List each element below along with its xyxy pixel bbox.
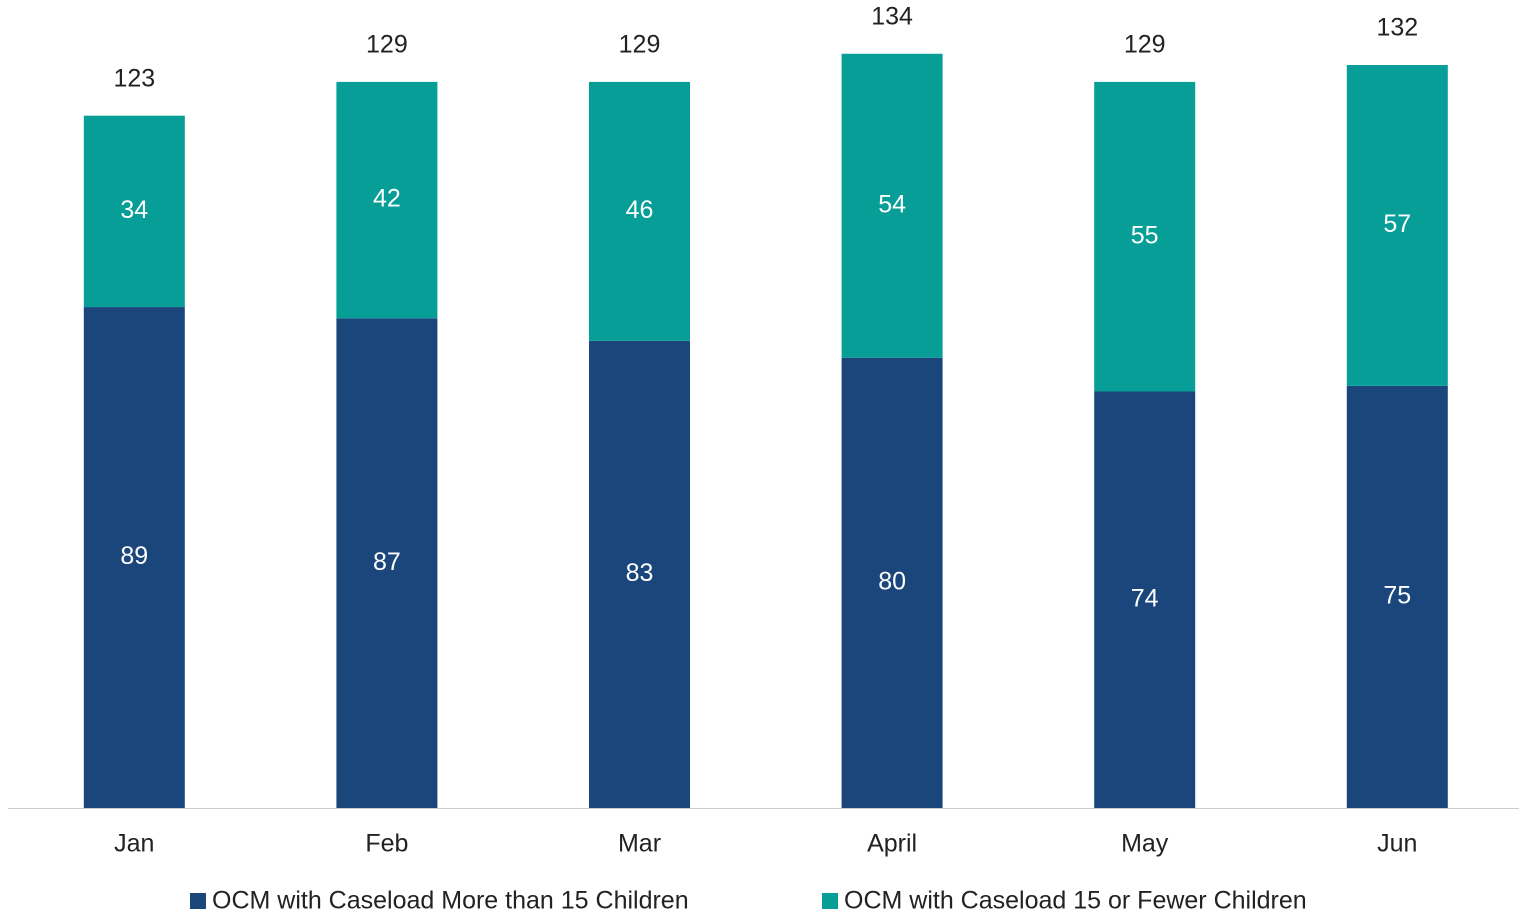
bar-segment — [1346, 385, 1448, 808]
value-label: 74 — [1131, 584, 1159, 612]
total-label: 129 — [1124, 31, 1166, 59]
total-label: 129 — [366, 31, 408, 59]
x-tick-label: Mar — [618, 830, 661, 858]
legend-swatch — [822, 893, 838, 909]
bar-segment — [841, 53, 943, 358]
x-tick-label: April — [867, 830, 917, 858]
bar-segment — [589, 340, 690, 808]
value-label: 46 — [626, 196, 654, 224]
legend-label: OCM with Caseload 15 or Fewer Children — [844, 887, 1307, 914]
value-label: 42 — [373, 185, 401, 213]
value-label: 87 — [373, 548, 401, 576]
bar-segment — [841, 357, 943, 808]
x-tick-label: Feb — [365, 830, 408, 858]
bar-segment — [589, 81, 690, 341]
value-label: 80 — [878, 567, 906, 595]
total-label: 129 — [619, 31, 661, 59]
x-tick-label: Jan — [114, 830, 154, 858]
value-label: 54 — [878, 190, 906, 218]
value-label: 89 — [120, 542, 148, 570]
bar-segment — [83, 307, 185, 808]
legend-swatch — [190, 893, 206, 909]
value-label: 57 — [1383, 210, 1411, 238]
bar-segment — [1094, 81, 1196, 392]
value-label: 34 — [120, 196, 148, 224]
total-label: 134 — [871, 2, 913, 30]
x-tick-label: Jun — [1377, 830, 1417, 858]
x-tick-label: May — [1121, 830, 1169, 858]
total-label: 123 — [113, 64, 155, 92]
bar-segment — [1346, 65, 1448, 386]
value-label: 75 — [1383, 582, 1411, 610]
total-label: 132 — [1376, 14, 1418, 42]
value-label: 83 — [626, 559, 654, 587]
bar-segment — [83, 115, 185, 308]
value-label: 55 — [1131, 221, 1159, 249]
bar-segment — [336, 318, 438, 808]
bar-segment — [1094, 391, 1196, 808]
legend-label: OCM with Caseload More than 15 Children — [212, 887, 689, 914]
bar-segment — [336, 81, 438, 319]
